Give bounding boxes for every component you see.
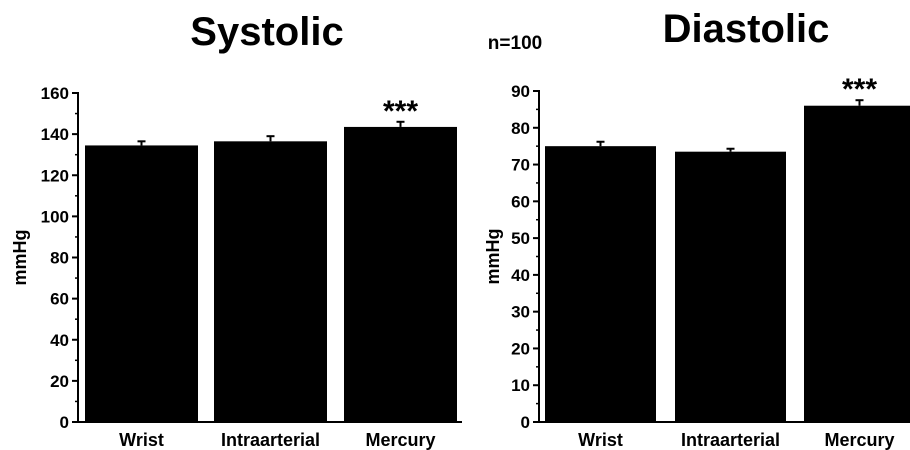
x-tick-label-mercury: Mercury bbox=[365, 430, 435, 450]
y-tick-label: 0 bbox=[60, 413, 69, 432]
chart-title: Systolic bbox=[190, 10, 343, 54]
significance-marker: *** bbox=[383, 95, 418, 128]
y-tick-label: 70 bbox=[511, 156, 530, 175]
x-tick-label-intraarterial: Intraarterial bbox=[221, 430, 320, 450]
y-tick-label: 90 bbox=[511, 82, 530, 101]
bar-wrist bbox=[85, 145, 198, 422]
chart-title: Diastolic bbox=[663, 7, 830, 51]
bar-intraarterial bbox=[675, 151, 786, 422]
y-axis-label: mmHg bbox=[483, 228, 503, 284]
y-tick-label: 60 bbox=[50, 290, 69, 309]
error-bar-intraarterial bbox=[266, 135, 275, 142]
error-bar-intraarterial bbox=[726, 147, 735, 152]
bar-mercury bbox=[804, 105, 910, 422]
y-tick-label: 60 bbox=[511, 192, 530, 211]
y-tick-label: 0 bbox=[521, 413, 530, 432]
y-tick-label: 20 bbox=[50, 372, 69, 391]
y-tick-label: 50 bbox=[511, 229, 530, 248]
systolic-chart: Systolic mmHg Wrist Intraarterial *** Mercury… bbox=[10, 10, 462, 450]
y-tick-label: 40 bbox=[50, 331, 69, 350]
x-tick-label-mercury: Mercury bbox=[824, 430, 894, 450]
y-tick-label: 80 bbox=[511, 119, 530, 138]
x-tick-label-intraarterial: Intraarterial bbox=[681, 430, 780, 450]
error-bar-mercury bbox=[396, 120, 405, 127]
y-tick-label: 10 bbox=[511, 376, 530, 395]
bar-intraarterial bbox=[214, 141, 327, 422]
sample-size-label: n=100 bbox=[488, 33, 542, 54]
y-tick-label: 100 bbox=[41, 207, 69, 226]
y-tick-label: 160 bbox=[41, 84, 69, 103]
y-tick-label: 20 bbox=[511, 339, 530, 358]
y-tick-label: 40 bbox=[511, 266, 530, 285]
x-tick-label-wrist: Wrist bbox=[578, 430, 623, 450]
x-tick-label-wrist: Wrist bbox=[119, 430, 164, 450]
error-bar-wrist bbox=[596, 140, 605, 147]
y-tick-label: 120 bbox=[41, 166, 69, 185]
y-tick-label: 30 bbox=[511, 303, 530, 322]
y-tick-label: 80 bbox=[50, 249, 69, 268]
error-bar-wrist bbox=[137, 140, 146, 146]
error-bar-mercury bbox=[855, 99, 864, 106]
diastolic-chart: Diastolic mmHg Wrist Intraarterial *** Mercur… bbox=[483, 7, 910, 450]
bar-wrist bbox=[545, 146, 656, 422]
y-tick-label: 140 bbox=[41, 125, 69, 144]
bar-mercury bbox=[344, 126, 457, 422]
significance-marker: *** bbox=[842, 73, 877, 106]
y-axis-label: mmHg bbox=[10, 229, 30, 285]
